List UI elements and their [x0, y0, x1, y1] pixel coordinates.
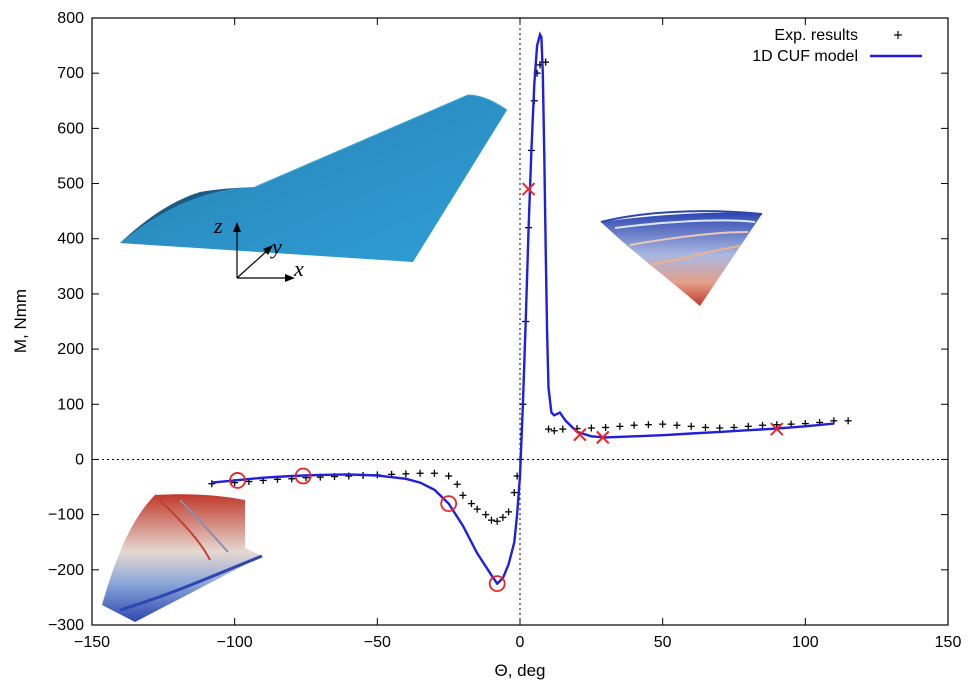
- x-tick-label: 150: [935, 634, 962, 651]
- x-tick-label: 0: [516, 634, 525, 651]
- exp-point: [459, 491, 467, 499]
- cross-marker: [521, 182, 536, 196]
- legend-model-label: 1D CUF model: [752, 48, 858, 65]
- exp-point: [616, 422, 624, 430]
- y-tick-label: 400: [57, 231, 84, 248]
- exp-point: [744, 422, 752, 430]
- y-tick-label: 500: [57, 176, 84, 193]
- exp-point: [473, 505, 481, 513]
- legend-exp-label: Exp. results: [774, 27, 858, 44]
- exp-point: [773, 421, 781, 429]
- exp-point: [759, 421, 767, 429]
- exp-point: [659, 420, 667, 428]
- triad-x-label: x: [293, 256, 304, 281]
- exp-point: [430, 469, 438, 477]
- exp-point: [844, 417, 852, 425]
- y-tick-label: 300: [57, 286, 84, 303]
- legend-exp-marker: [894, 31, 902, 39]
- exp-point: [716, 424, 724, 432]
- cross-marker: [573, 427, 587, 442]
- exp-point: [630, 421, 638, 429]
- triad-z-label: z: [213, 213, 223, 238]
- legend: Exp. results 1D CUF model: [752, 27, 922, 65]
- exp-point: [510, 489, 518, 497]
- exp-point: [499, 513, 507, 521]
- exp-point: [487, 516, 495, 524]
- exp-results-series: [208, 58, 852, 525]
- exp-point: [493, 517, 501, 525]
- y-axis-ticks: −300 −200 −100 0 100 200 300 400 500 600 700 800: [48, 10, 948, 634]
- cross-marker: [770, 422, 784, 436]
- model-series-line: [211, 31, 835, 586]
- exp-point: [687, 422, 695, 430]
- inset-3d-shell-bottom-left: [102, 494, 263, 622]
- y-tick-label: 100: [57, 396, 84, 413]
- exp-point: [830, 417, 838, 425]
- exp-point: [467, 500, 475, 508]
- y-tick-label: 600: [57, 120, 84, 137]
- y-tick-label: 700: [57, 65, 84, 82]
- x-tick-label: −150: [74, 634, 110, 651]
- circle-marker: [488, 575, 506, 593]
- coordinate-triad: z y x: [213, 213, 304, 282]
- y-tick-label: 200: [57, 341, 84, 358]
- exp-point: [644, 421, 652, 429]
- exp-point: [482, 511, 490, 519]
- inset-3d-shell-top: [120, 94, 508, 262]
- inset-3d-shell-right: [600, 210, 763, 306]
- x-tick-label: 100: [792, 634, 819, 651]
- y-axis-title: M, Nmm: [11, 289, 30, 353]
- y-tick-label: −300: [48, 617, 84, 634]
- exp-point: [559, 425, 567, 433]
- cross-marker: [596, 430, 610, 445]
- y-tick-label: 0: [75, 451, 84, 468]
- exp-point: [402, 470, 410, 478]
- x-tick-label: −100: [217, 634, 253, 651]
- x-axis-title: Θ, deg: [494, 661, 545, 680]
- exp-point: [673, 421, 681, 429]
- y-tick-label: 800: [57, 10, 84, 27]
- exp-point: [550, 427, 558, 435]
- y-tick-label: −200: [48, 562, 84, 579]
- x-tick-label: 50: [654, 634, 672, 651]
- exp-point: [416, 469, 424, 477]
- exp-point: [545, 425, 553, 433]
- exp-point: [730, 423, 738, 431]
- x-tick-label: −50: [364, 634, 391, 651]
- circle-marker: [229, 472, 246, 489]
- circle-marker: [440, 495, 458, 513]
- exp-point: [445, 472, 453, 480]
- circle-marker: [294, 467, 312, 485]
- state-markers: [229, 182, 784, 593]
- exp-point: [587, 424, 595, 432]
- exp-point: [701, 423, 709, 431]
- exp-point: [453, 480, 461, 488]
- exp-point: [602, 423, 610, 431]
- triad-y-label: y: [270, 234, 282, 259]
- exp-point: [505, 508, 513, 516]
- y-tick-label: −100: [48, 507, 84, 524]
- x-axis-ticks: −150 −100 −50 0 50 100 150: [74, 18, 961, 651]
